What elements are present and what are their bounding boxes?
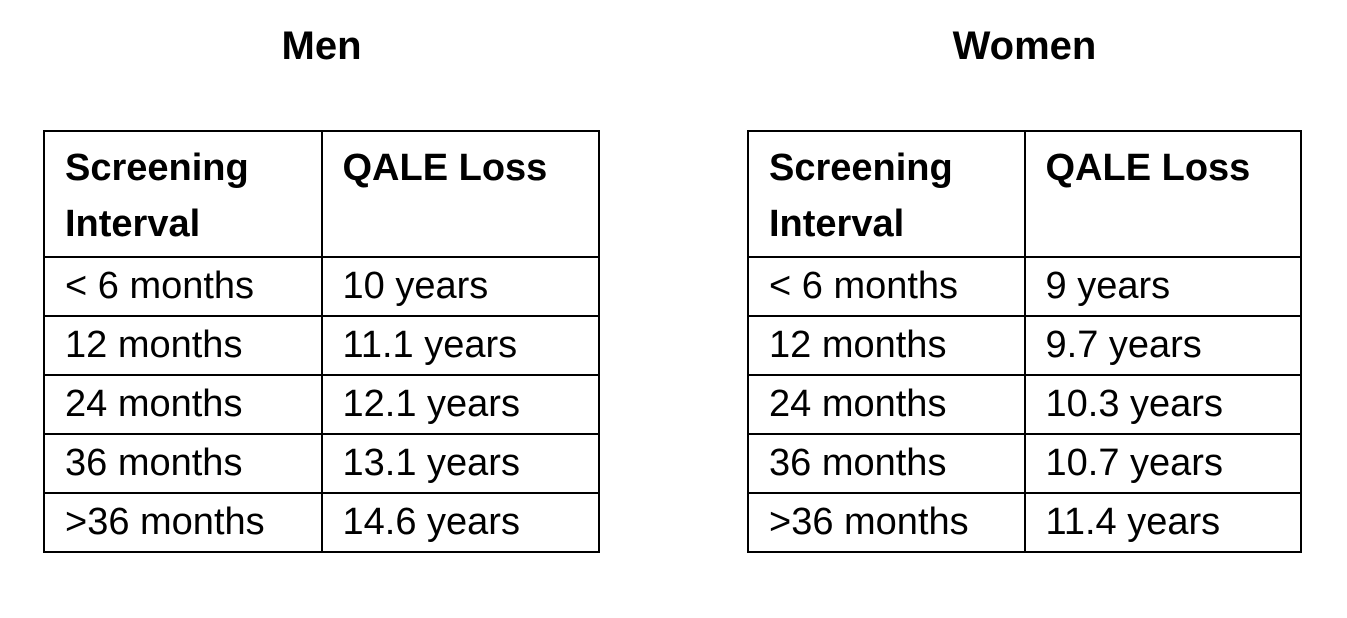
column-header-qale-loss: QALE Loss [1023,130,1302,258]
table-row: >36 months 11.4 years [747,492,1302,553]
table-row: 36 months 10.7 years [747,433,1302,494]
men-table-title: Men [281,24,362,68]
interval-cell: < 6 months [747,256,1026,317]
men-qale-table: Screening Interval QALE Loss < 6 months … [43,130,600,553]
header-row: Screening Interval QALE Loss [747,130,1302,258]
qale-loss-cell: 10.3 years [1023,374,1302,435]
qale-loss-cell: 9 years [1023,256,1302,317]
interval-cell: 36 months [747,433,1026,494]
column-header-qale-loss: QALE Loss [320,130,600,258]
table-row: < 6 months 9 years [747,256,1302,317]
table-row: 24 months 12.1 years [43,374,600,435]
qale-loss-cell: 9.7 years [1023,315,1302,376]
header-row: Screening Interval QALE Loss [43,130,600,258]
interval-cell: >36 months [747,492,1026,553]
table-row: >36 months 14.6 years [43,492,600,553]
interval-cell: 12 months [747,315,1026,376]
interval-cell: 24 months [43,374,323,435]
women-table-section: Women Screening Interval QALE Loss < 6 m… [747,20,1302,553]
column-header-screening-interval: Screening Interval [747,130,1026,258]
men-table-section: Men Screening Interval QALE Loss < 6 mon… [43,20,600,553]
table-row: 24 months 10.3 years [747,374,1302,435]
women-table-title: Women [952,24,1097,68]
women-qale-table: Screening Interval QALE Loss < 6 months … [747,130,1302,553]
column-header-screening-interval: Screening Interval [43,130,323,258]
table-row: 36 months 13.1 years [43,433,600,494]
qale-loss-cell: 11.1 years [320,315,600,376]
table-row: 12 months 9.7 years [747,315,1302,376]
qale-loss-cell: 14.6 years [320,492,600,553]
table-row: 12 months 11.1 years [43,315,600,376]
interval-cell: < 6 months [43,256,323,317]
table-row: < 6 months 10 years [43,256,600,317]
qale-loss-cell: 10 years [320,256,600,317]
interval-cell: 24 months [747,374,1026,435]
interval-cell: >36 months [43,492,323,553]
interval-cell: 36 months [43,433,323,494]
qale-loss-cell: 11.4 years [1023,492,1302,553]
qale-loss-cell: 12.1 years [320,374,600,435]
qale-loss-cell: 13.1 years [320,433,600,494]
interval-cell: 12 months [43,315,323,376]
qale-loss-cell: 10.7 years [1023,433,1302,494]
